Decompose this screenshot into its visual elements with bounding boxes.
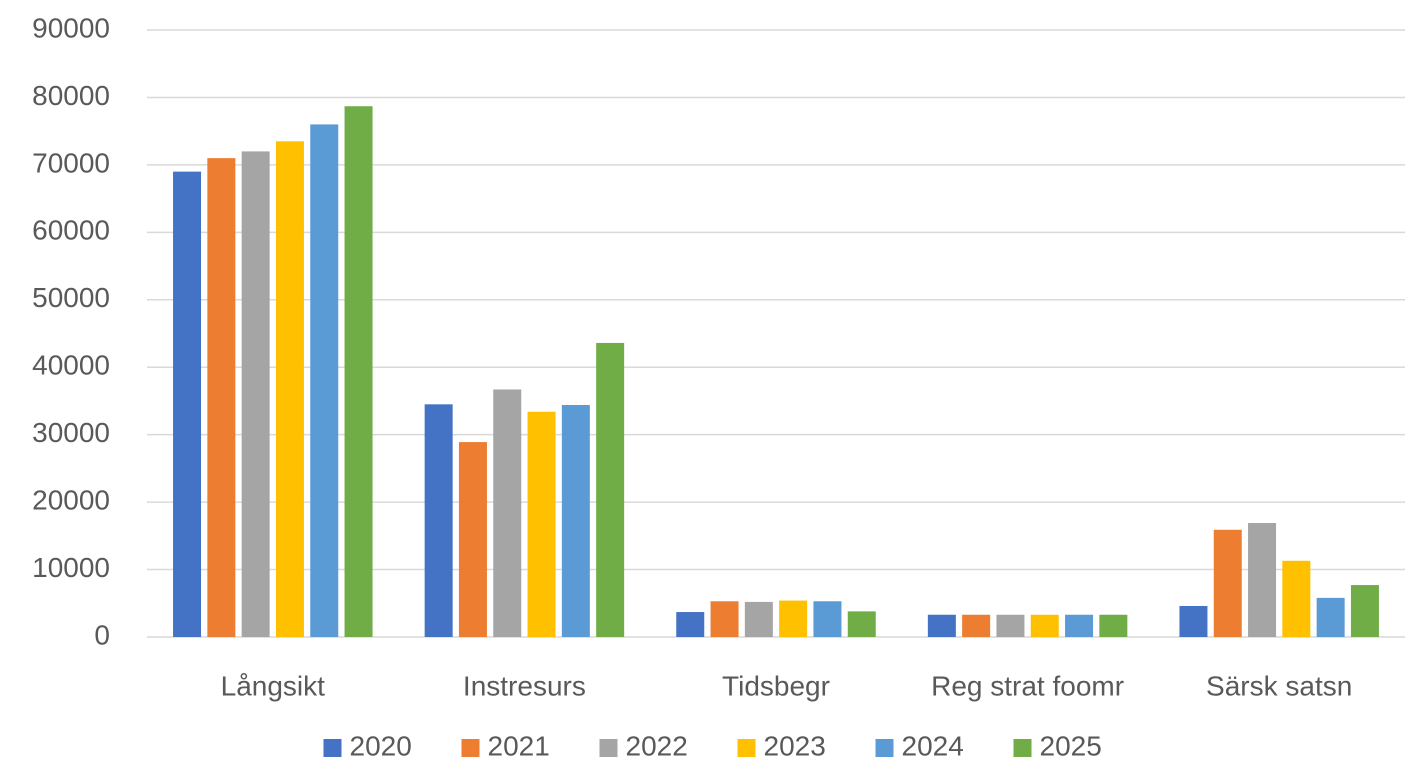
bar [710,601,739,637]
bar [561,404,590,637]
x-tick-label: Långsikt [221,670,326,701]
bar [275,141,304,638]
y-tick-label: 30000 [32,417,110,448]
bar [1213,529,1242,637]
bar [927,614,956,637]
y-tick-label: 90000 [32,12,110,43]
legend-label: 2023 [764,730,826,761]
bar [310,124,339,637]
bar [241,151,270,637]
legend-label: 2021 [488,730,550,761]
bar [596,342,625,637]
legend-label: 2025 [1040,730,1102,761]
bar [1065,614,1094,637]
bar [1316,597,1345,637]
legend-swatch [323,739,342,757]
legend-swatch [737,739,756,757]
x-tick-label: Särsk satsn [1206,670,1352,701]
bar [996,614,1025,637]
y-tick-label: 10000 [32,552,110,583]
legend-label: 2022 [626,730,688,761]
legend-swatch [599,739,618,757]
bar [1099,614,1128,637]
y-tick-label: 70000 [32,147,110,178]
bar [173,171,202,637]
legend-swatch [875,739,894,757]
bar [1282,560,1311,637]
x-tick-label: Tidsbegr [722,670,830,701]
bar [493,389,522,637]
bar [744,601,773,637]
x-tick-label: Reg strat foomr [931,670,1124,701]
bar [1248,523,1277,637]
y-tick-label: 60000 [32,215,110,246]
bar [1350,585,1379,637]
bar [458,442,487,637]
y-tick-label: 40000 [32,350,110,381]
bar [1030,614,1059,637]
legend-label: 2020 [350,730,412,761]
legend-swatch [1013,739,1032,757]
y-tick-label: 50000 [32,282,110,313]
y-tick-label: 20000 [32,485,110,516]
bar [527,411,556,637]
bar [207,158,236,637]
legend-label: 2024 [902,730,964,761]
bar [813,601,842,637]
bar [962,614,991,637]
bar [779,600,808,637]
bar [344,106,373,637]
y-tick-label: 0 [94,619,110,650]
legend-swatch [461,739,480,757]
bar [847,611,876,637]
bar [1179,605,1208,637]
bar [676,612,705,637]
bar [424,404,453,637]
y-tick-label: 80000 [32,80,110,111]
x-tick-label: Instresurs [463,670,586,701]
